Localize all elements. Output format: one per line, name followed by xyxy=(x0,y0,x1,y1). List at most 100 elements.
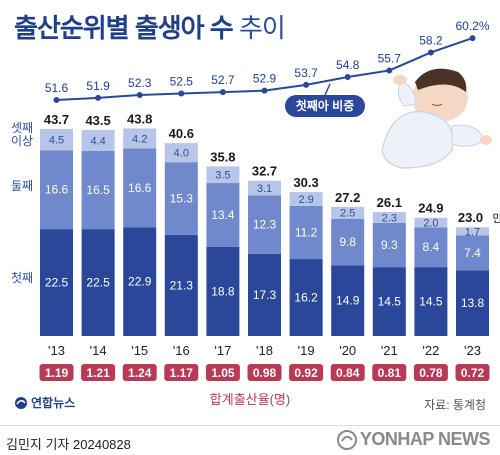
bar-segment xyxy=(372,222,406,268)
bar-segment xyxy=(123,227,157,336)
share-point xyxy=(469,35,476,42)
bar-segment xyxy=(206,246,240,336)
tfr-box xyxy=(247,364,282,381)
bar-segment xyxy=(289,192,323,206)
tfr-value: 1.24 xyxy=(128,366,152,380)
bar-segment xyxy=(331,206,365,219)
bar-segment xyxy=(123,148,157,228)
share-point xyxy=(303,81,310,88)
row-label-third-text: 셋째 이상 xyxy=(10,121,34,148)
total-value: 35.8 xyxy=(210,149,235,164)
tfr-box xyxy=(205,364,240,381)
share-value: 58.2 xyxy=(419,33,443,47)
row-label-second: 둘째 xyxy=(6,180,38,193)
bar-segment xyxy=(414,217,448,228)
x-tick-label: '17 xyxy=(214,343,231,358)
line-callout-label: 첫째아 비중 xyxy=(296,98,355,113)
bar-segment xyxy=(206,183,240,247)
segment-value: 2.3 xyxy=(382,212,397,224)
x-tick-label: '15 xyxy=(131,343,148,358)
watermark: YONHAP NEWS xyxy=(336,429,491,450)
bar-segment xyxy=(331,265,365,336)
row-label-first: 첫째 xyxy=(6,272,38,285)
bar-labels: 22.5 16.6 4.5 43.7 22.5 16.5 4.4 43.5 22.9 16.6 4.… xyxy=(44,111,500,310)
share-value: 52.7 xyxy=(211,73,235,87)
total-value: 43.5 xyxy=(85,113,110,128)
segment-value: 12.3 xyxy=(253,218,277,232)
tfr-box xyxy=(39,364,74,381)
bars xyxy=(40,128,489,336)
segment-value: 13.8 xyxy=(461,296,485,310)
bar-segment xyxy=(289,259,323,336)
segment-value: 16.6 xyxy=(128,181,152,195)
total-value: 27.2 xyxy=(335,190,360,205)
bar-segment xyxy=(248,195,281,254)
bar-segment xyxy=(81,229,115,336)
watermark-text: YONHAP NEWS xyxy=(359,429,491,449)
total-value: 32.7 xyxy=(252,164,277,179)
segment-value: 14.5 xyxy=(419,295,443,309)
line-callout: 첫째아 비중 xyxy=(285,83,365,117)
share-point xyxy=(344,73,351,80)
x-tick-label: '21 xyxy=(381,343,398,358)
segment-value: 9.8 xyxy=(339,235,356,249)
segment-value: 3.1 xyxy=(257,183,272,195)
unit-label: 만 명 xyxy=(493,212,500,225)
segment-value: 2.9 xyxy=(298,194,313,206)
share-point xyxy=(136,91,143,98)
title-light: 추이 xyxy=(238,13,286,43)
segment-value: 2.5 xyxy=(340,208,355,220)
segment-value: 11.2 xyxy=(295,225,318,239)
tfr-box xyxy=(413,364,448,381)
bar-segment xyxy=(164,234,198,336)
tfr-value: 0.72 xyxy=(461,366,485,380)
credit: 김민지 기자 20240828 xyxy=(6,437,131,452)
tfr-box xyxy=(164,364,199,381)
share-point xyxy=(386,67,393,74)
segment-value: 16.6 xyxy=(45,183,69,197)
share-value: 54.8 xyxy=(336,58,360,72)
yonhap-logo: 연합뉴스 xyxy=(14,394,75,411)
share-value: 55.7 xyxy=(378,51,402,65)
x-tick-label: '22 xyxy=(422,343,439,358)
chart-title: 출산순위별 출생아 수 추이 xyxy=(14,8,286,45)
bar-segment xyxy=(414,227,448,268)
tfr-box xyxy=(330,364,365,381)
bar-segment xyxy=(123,128,157,149)
segment-value: 2.0 xyxy=(423,217,438,229)
share-value: 52.3 xyxy=(128,76,152,90)
segment-value: 3.5 xyxy=(215,170,230,182)
bar-segment xyxy=(456,270,489,336)
row-label-third: 셋째 이상 xyxy=(6,122,38,148)
total-value: 43.8 xyxy=(127,111,152,126)
tfr-value: 1.21 xyxy=(86,366,110,380)
bar-segment xyxy=(81,129,115,151)
segment-value: 17.3 xyxy=(253,288,277,302)
tfr-value: 0.78 xyxy=(419,366,443,380)
segment-value: 15.3 xyxy=(170,191,194,205)
total-value: 23.0 xyxy=(458,210,483,225)
title-bold: 출산순위별 출생아 수 xyxy=(14,13,234,43)
share-point xyxy=(178,90,185,97)
row-label-first-text: 첫째 xyxy=(10,271,34,285)
share-value: 52.9 xyxy=(253,72,277,86)
segment-value: 4.5 xyxy=(49,135,64,147)
segment-value: 4.4 xyxy=(90,135,105,147)
tfr-value: 0.81 xyxy=(378,366,402,380)
total-value: 40.6 xyxy=(169,126,194,141)
tfr-box xyxy=(81,364,116,381)
bar-segment xyxy=(248,253,281,336)
tfr-value: 0.98 xyxy=(253,366,277,380)
tfr-box xyxy=(455,364,490,381)
source-note: 자료: 통계청 xyxy=(424,398,486,412)
chart-area: 51.6 51.9 52.3 52.5 52.7 52.9 53.7 54.8 55.7 58.2… xyxy=(39,19,500,407)
bar-segment xyxy=(456,235,489,271)
segment-value: 4.0 xyxy=(174,148,189,160)
tfr-value: 1.05 xyxy=(211,366,235,380)
segment-value: 4.2 xyxy=(132,133,147,145)
share-value: 51.9 xyxy=(86,79,110,93)
bar-segment xyxy=(81,150,115,230)
share-point xyxy=(53,97,60,103)
total-value: 26.1 xyxy=(377,195,402,210)
